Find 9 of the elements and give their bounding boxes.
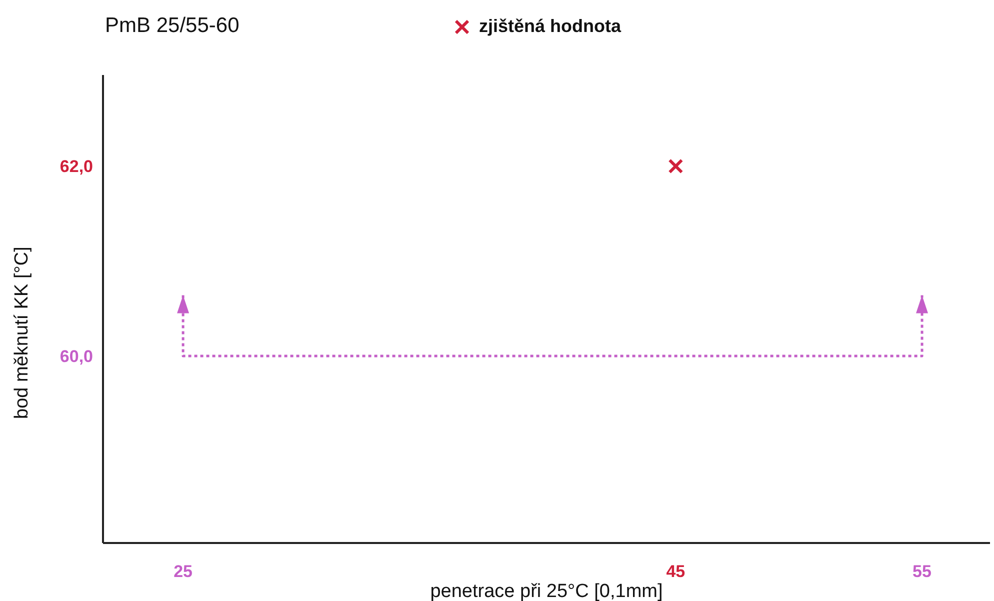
x-tick-label: 25 <box>174 562 193 581</box>
chart-title: PmB 25/55-60 <box>105 14 240 38</box>
x-tick-label: 55 <box>912 562 932 581</box>
y-axis-title: bod měknutí KK [°C] <box>12 246 33 419</box>
x-axis-title: penetrace při 25°C [0,1mm] <box>430 581 663 601</box>
y-tick-label: 60,0 <box>60 346 93 366</box>
legend-label: zjištěná hodnota <box>479 16 622 37</box>
y-tick-label: 62,0 <box>60 157 93 176</box>
x-tick-label: 45 <box>666 562 686 581</box>
